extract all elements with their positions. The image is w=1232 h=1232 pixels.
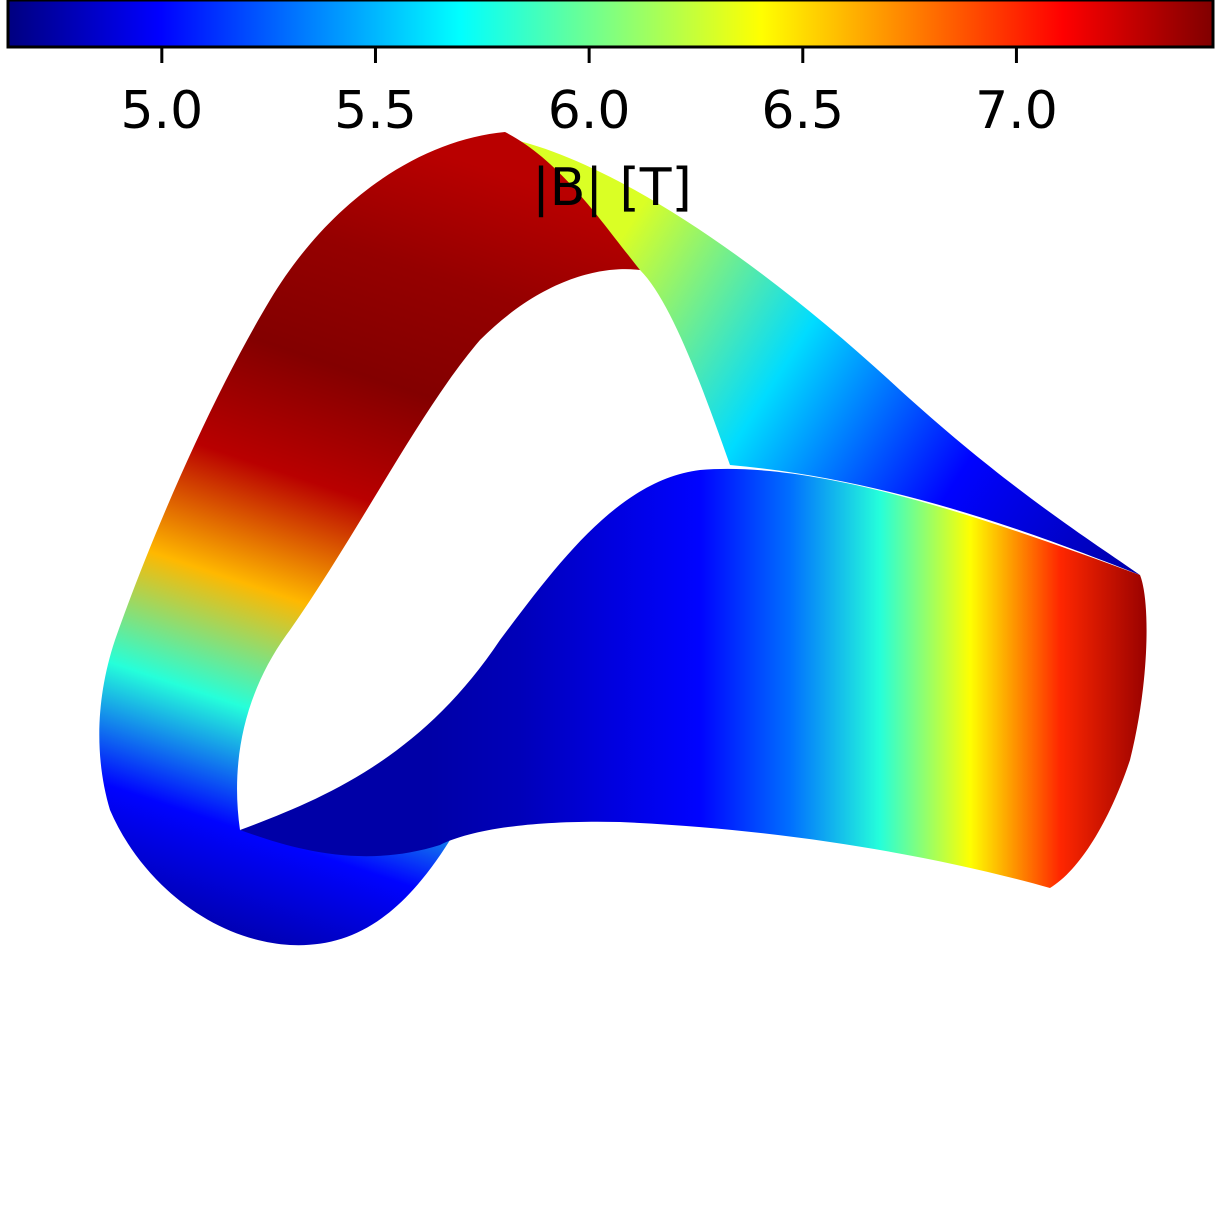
surface-left-band xyxy=(99,132,641,946)
colorbar-tick-label: 5.5 xyxy=(334,81,417,141)
colorbar-tick-label: 7.0 xyxy=(975,81,1058,141)
colorbar-ticks: 5.0 5.5 6.0 6.5 7.0 xyxy=(120,47,1058,141)
surface-rear-band xyxy=(490,135,1140,575)
colorbar-tick-label: 6.5 xyxy=(761,81,844,141)
colorbar-fill xyxy=(6,0,1215,49)
surface-front-band xyxy=(240,468,1147,888)
colorbar-label: |B| [T] xyxy=(532,158,692,218)
colorbar: 5.0 5.5 6.0 6.5 7.0 |B| [T] xyxy=(6,0,1215,218)
colorbar-tick-label: 5.0 xyxy=(120,81,203,141)
colorbar-tick-label: 6.0 xyxy=(548,81,631,141)
magnetic-field-surface xyxy=(99,132,1147,946)
